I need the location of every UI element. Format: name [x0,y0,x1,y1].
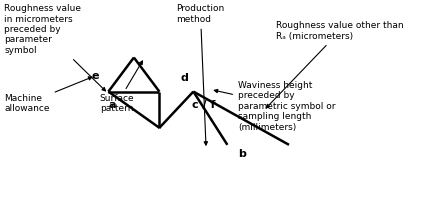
Text: e: e [92,71,99,81]
Text: Machine
allowance: Machine allowance [4,77,92,113]
Text: Roughness value
in micrometers
preceded by
parameter
symbol: Roughness value in micrometers preceded … [4,4,105,91]
Text: b: b [238,150,246,159]
Text: Surface
pattern: Surface pattern [100,61,142,113]
Text: a: a [109,101,116,110]
Text: d: d [181,73,189,83]
Text: c / f: c / f [192,101,216,110]
Text: Roughness value other than
Rₐ (micrometers): Roughness value other than Rₐ (micromete… [266,21,404,108]
Text: Production
method: Production method [176,4,225,145]
Text: Waviness height
preceded by
parametric symbol or
sampling length
(millimeters): Waviness height preceded by parametric s… [214,81,335,132]
